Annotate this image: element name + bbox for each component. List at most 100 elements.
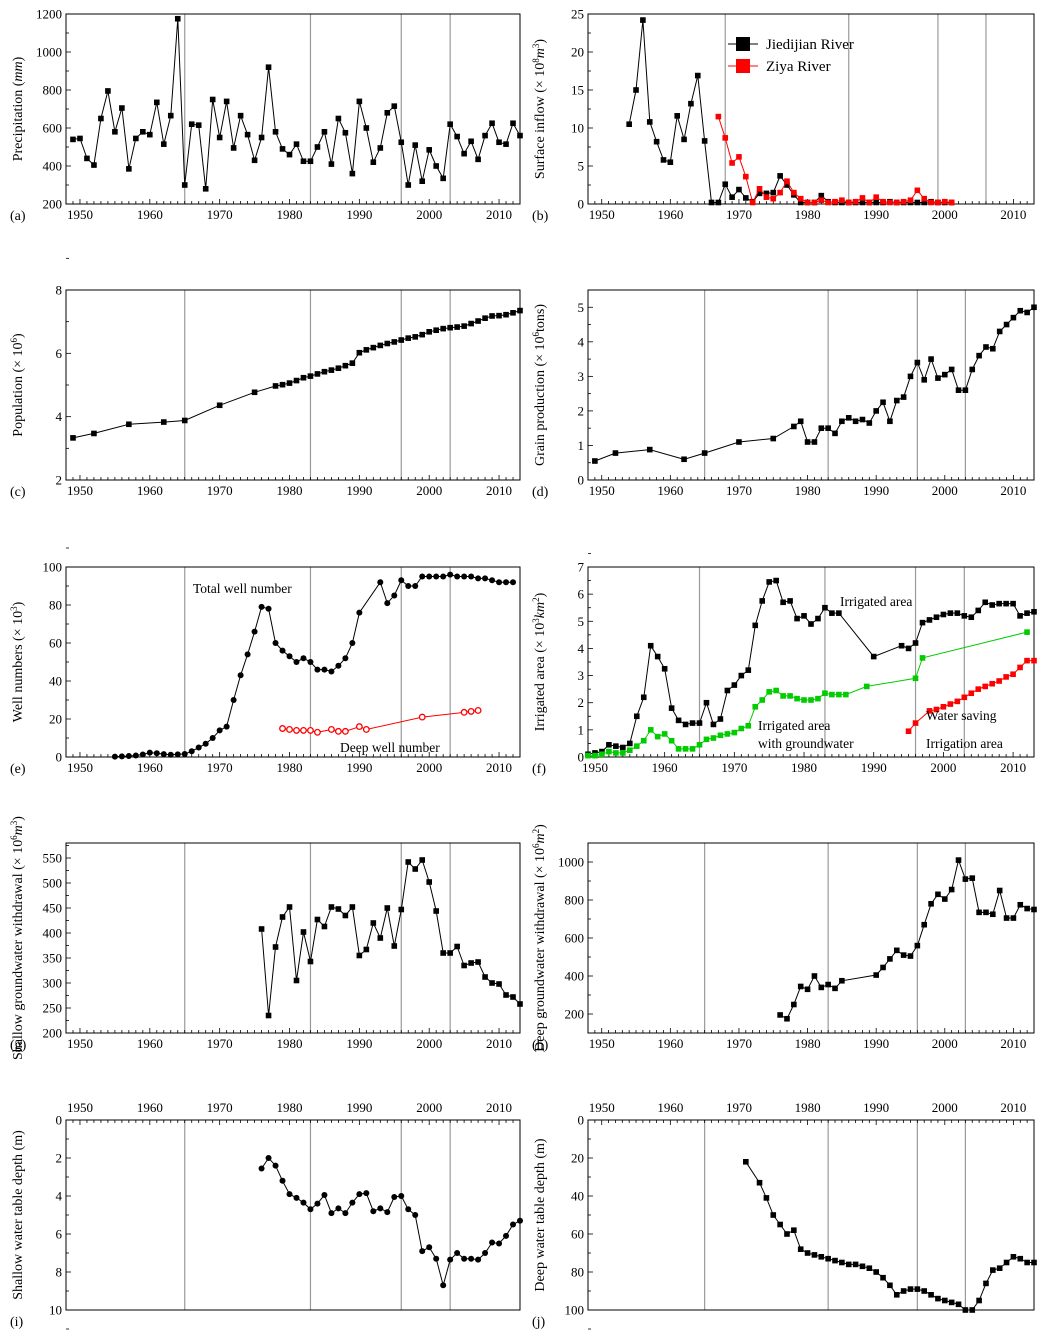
data-point (454, 943, 460, 950)
data-point (969, 366, 976, 373)
data-point (940, 611, 947, 618)
data-point (279, 381, 286, 388)
data-point (398, 906, 405, 913)
data-point (808, 697, 814, 703)
data-point (370, 920, 377, 926)
data-point (836, 610, 842, 616)
data-point (419, 1248, 426, 1255)
data-point (825, 981, 831, 988)
data-point (955, 1301, 962, 1308)
data-point (335, 906, 342, 912)
data-point (797, 1246, 804, 1252)
data-point (286, 904, 293, 910)
y-axis-label: Shallow water table depth (m) (11, 1130, 26, 1300)
series-line (594, 306, 1035, 462)
data-point (926, 617, 933, 623)
data-point (681, 456, 687, 463)
data-point (759, 697, 766, 703)
data-point (873, 1269, 879, 1275)
data-point (154, 99, 160, 106)
data-point (356, 952, 363, 959)
data-point (989, 602, 995, 608)
data-point (433, 1255, 440, 1262)
data-point (880, 1274, 886, 1281)
data-point (468, 138, 474, 145)
data-point (647, 727, 654, 733)
y-axis-label-part: 6 (531, 843, 541, 848)
data-point (797, 983, 804, 990)
data-point (349, 1199, 356, 1206)
data-point (77, 135, 83, 142)
data-point (1024, 309, 1030, 316)
series-line (261, 858, 521, 1016)
data-point (784, 1231, 790, 1237)
data-point (989, 680, 995, 687)
series-line (72, 18, 521, 189)
data-point (811, 1252, 818, 1258)
data-point (209, 735, 216, 741)
data-point (496, 312, 502, 319)
y-axis-label-part: ) (11, 56, 26, 61)
data-point (98, 115, 104, 122)
data-point (1031, 657, 1037, 664)
data-point (770, 195, 777, 202)
y-tick-label: 40 (571, 1189, 584, 1204)
data-point (489, 313, 495, 319)
data-point (440, 175, 446, 182)
data-point (363, 946, 370, 953)
y-axis-label-part: Shallow groundwater withdrawal (× 10 (11, 840, 26, 1060)
y-axis-label-part: 6 (9, 835, 19, 840)
plot-frame (65, 13, 521, 205)
x-tick-label: 1990 (346, 760, 372, 775)
data-point (801, 697, 807, 703)
x-tick-label: 1980 (277, 207, 303, 222)
data-point (405, 1206, 412, 1213)
data-point (787, 598, 793, 604)
panel-label: (b) (532, 209, 549, 224)
y-tick-label: 100 (43, 560, 63, 575)
data-point (722, 181, 729, 188)
y-axis-label: Population (× 106) (9, 333, 26, 437)
y-tick-label: 600 (43, 121, 63, 136)
data-point (286, 726, 293, 733)
panel-label: (g) (10, 1038, 27, 1053)
data-point (133, 135, 139, 142)
y-tick-label: 6 (56, 1227, 63, 1242)
data-point (832, 985, 838, 992)
data-point (111, 753, 118, 760)
y-axis-label: Irrigated area (× 103km2) (531, 592, 548, 731)
data-point (859, 416, 866, 423)
data-point (900, 952, 907, 958)
data-point (729, 160, 735, 166)
y-axis-label-part: 2 (531, 597, 541, 602)
data-point (640, 694, 647, 701)
data-point (907, 197, 914, 203)
data-point (710, 735, 717, 741)
data-point (461, 573, 468, 580)
data-point (286, 1191, 293, 1198)
y-tick-label: 8 (56, 1265, 63, 1280)
data-point (791, 1227, 797, 1233)
data-point (307, 373, 314, 379)
data-point (356, 98, 363, 105)
data-point (863, 683, 870, 690)
data-point (272, 640, 279, 646)
y-axis-label-part: 3 (9, 606, 19, 611)
data-point (1031, 608, 1037, 615)
data-point (866, 420, 873, 426)
data-point (334, 727, 342, 735)
y-axis-label-part: Grain production (× 10 (533, 336, 548, 466)
data-point (815, 695, 821, 702)
data-point (873, 199, 879, 206)
x-tick-label: 1950 (67, 1036, 93, 1051)
data-point (921, 921, 928, 928)
data-point (829, 610, 835, 616)
data-point (328, 904, 335, 910)
data-point (968, 614, 975, 621)
data-point (933, 614, 940, 621)
data-point (426, 147, 432, 153)
data-point (794, 615, 800, 622)
data-point (961, 694, 968, 701)
y-axis-label-part: m (533, 48, 548, 58)
data-point (887, 1282, 893, 1289)
